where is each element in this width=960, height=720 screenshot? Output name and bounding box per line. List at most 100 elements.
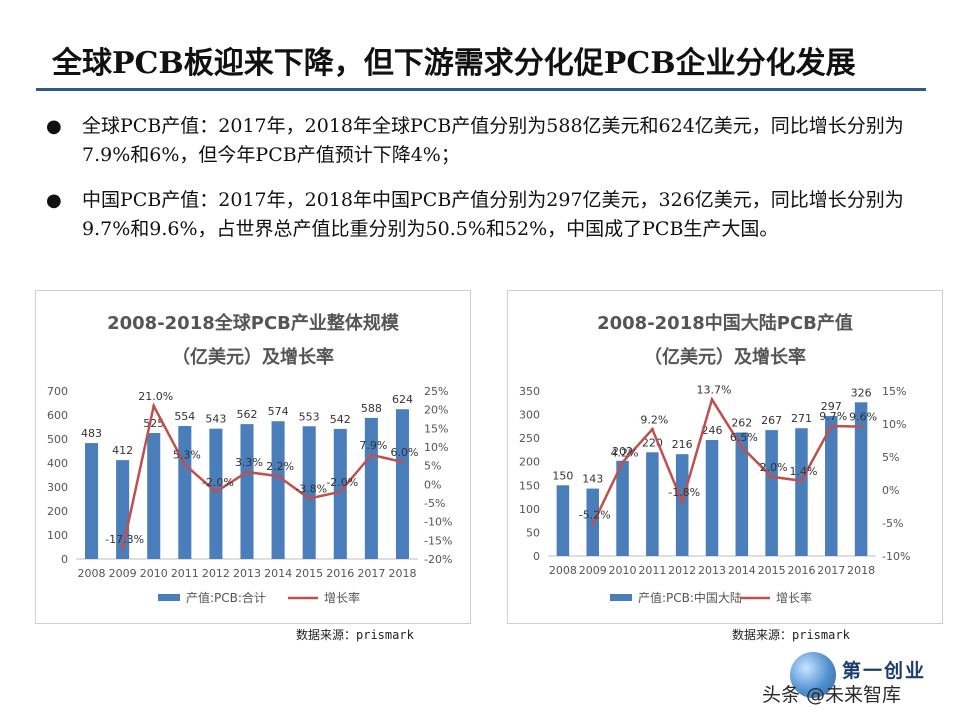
bar — [209, 428, 223, 559]
y2-tick-label: -5% — [882, 517, 903, 530]
y2-tick-label: 0% — [424, 478, 441, 491]
growth-label: -2.0% — [202, 476, 234, 489]
y2-tick-label: 15% — [882, 385, 906, 398]
bar — [646, 452, 659, 556]
growth-label: 9.7% — [819, 410, 847, 423]
y-tick-label: 50 — [526, 526, 540, 539]
bullet-text-china: 中国PCB产值：2017年，2018年中国PCB产值分别为297亿美元，326亿… — [82, 189, 904, 240]
legend-bar-swatch — [610, 594, 632, 601]
x-tick-label: 2009 — [579, 564, 607, 577]
growth-point — [400, 460, 404, 464]
bar-value-label: 202 — [612, 445, 633, 458]
bullet-dot: ● — [46, 116, 62, 137]
bar-value-label: 271 — [791, 412, 812, 425]
bar — [765, 430, 778, 556]
chart-title: 2008-2018中国大陆PCB产值 — [597, 312, 853, 334]
x-tick-label: 2009 — [109, 567, 137, 580]
title-divider — [36, 88, 926, 91]
bar-value-label: 574 — [268, 405, 289, 418]
bar-value-label: 143 — [582, 473, 603, 486]
bar-value-label: 246 — [702, 424, 723, 437]
growth-line — [121, 402, 403, 550]
bar — [616, 460, 629, 556]
growth-point — [214, 490, 218, 494]
bar-value-label: 216 — [672, 438, 693, 451]
growth-point — [621, 460, 625, 464]
chart-china-svg: 2008-2018中国大陆PCB产值 （亿美元）及增长率 0 50 100 150 200 2… — [519, 312, 910, 605]
growth-label: 6.5% — [730, 431, 758, 444]
y-tick-label: 0 — [533, 550, 540, 563]
chart-subtitle: （亿美元）及增长率 — [172, 346, 334, 368]
legend-bar-label: 产值:PCB:中国大陆 — [638, 590, 742, 605]
growth-label: 9.6% — [849, 411, 877, 424]
growth-point — [338, 490, 342, 494]
y2-tick-label: -15% — [424, 534, 452, 547]
growth-point — [650, 427, 654, 431]
y-tick-label: 0 — [61, 553, 68, 566]
growth-label: -17.3% — [105, 533, 144, 546]
growth-label: 6.0% — [390, 446, 418, 459]
chart-global: 2008-2018全球PCB产业整体规模 （亿美元）及增长率 0 100 200 300 4… — [35, 290, 471, 624]
x-tick-label: 2014 — [264, 567, 292, 580]
bar-value-label: 483 — [81, 427, 102, 440]
growth-label: -5.2% — [579, 508, 611, 521]
y2-tick-label: 5% — [882, 451, 899, 464]
bar — [178, 426, 192, 559]
x-tick-label: 2008 — [78, 567, 106, 580]
bar-value-label: 562 — [237, 408, 258, 421]
y-tick-label: 200 — [47, 505, 68, 518]
growth-label: 5.3% — [173, 449, 201, 462]
bar-value-label: 297 — [821, 400, 842, 413]
growth-point — [245, 470, 249, 474]
bar — [825, 415, 838, 556]
x-tick-label: 2017 — [817, 564, 845, 577]
y-tick-label: 300 — [519, 409, 540, 422]
bar — [147, 433, 161, 559]
x-tick-label: 2011 — [171, 567, 199, 580]
x-tick-label: 2012 — [202, 567, 230, 580]
growth-point — [183, 463, 187, 467]
y-tick-label: 600 — [47, 409, 68, 422]
bullet-global: ● 全球PCB产值：2017年，2018年全球PCB产值分别为588亿美元和62… — [44, 112, 904, 170]
bullet-china: ● 中国PCB产值：2017年，2018年中国PCB产值分别为297亿美元，32… — [44, 186, 904, 244]
y2-tick-label: 15% — [424, 422, 448, 435]
y-tick-label: 350 — [519, 385, 540, 398]
x-tick-label: 2011 — [638, 564, 666, 577]
growth-label: 2.0% — [760, 461, 788, 474]
x-tick-label: 2013 — [233, 567, 261, 580]
growth-label: 13.7% — [697, 384, 732, 397]
y-tick-label: 500 — [47, 433, 68, 446]
y-tick-label: 100 — [519, 503, 540, 516]
legend-line-label: 增长率 — [324, 590, 360, 605]
growth-label: 4.2% — [611, 446, 639, 459]
bullet-dot: ● — [46, 190, 62, 211]
growth-label: 7.9% — [359, 439, 387, 452]
bar-value-label: 412 — [112, 444, 133, 457]
bar-value-label: 542 — [330, 413, 351, 426]
source-note-china: 数据来源：prismark — [732, 628, 850, 642]
source-note-global: 数据来源：prismark — [296, 628, 414, 642]
x-tick-label: 2010 — [140, 567, 168, 580]
growth-line — [591, 396, 862, 525]
x-tick-label: 2016 — [326, 567, 354, 580]
growth-point — [799, 479, 803, 483]
x-tick-label: 2015 — [295, 567, 323, 580]
bar — [705, 440, 719, 556]
company-logo-text: 第一创业 — [842, 660, 927, 682]
chart-subtitle: （亿美元）及增长率 — [644, 346, 806, 368]
y-tick-label: 400 — [47, 457, 68, 470]
legend-bar-label: 产值:PCB:合计 — [186, 590, 266, 605]
x-tick-label: 2018 — [388, 567, 416, 580]
growth-point — [152, 404, 156, 408]
growth-point — [591, 522, 595, 526]
y-tick-label: 100 — [47, 529, 68, 542]
bar-value-label: 267 — [761, 414, 782, 427]
growth-label: 21.0% — [138, 390, 173, 403]
bar-value-label: 326 — [851, 386, 872, 399]
bar — [854, 402, 868, 556]
bar — [271, 421, 285, 559]
globe-logo-icon — [790, 652, 836, 698]
growth-point — [680, 500, 684, 504]
growth-point — [121, 547, 125, 551]
growth-point — [740, 445, 744, 449]
